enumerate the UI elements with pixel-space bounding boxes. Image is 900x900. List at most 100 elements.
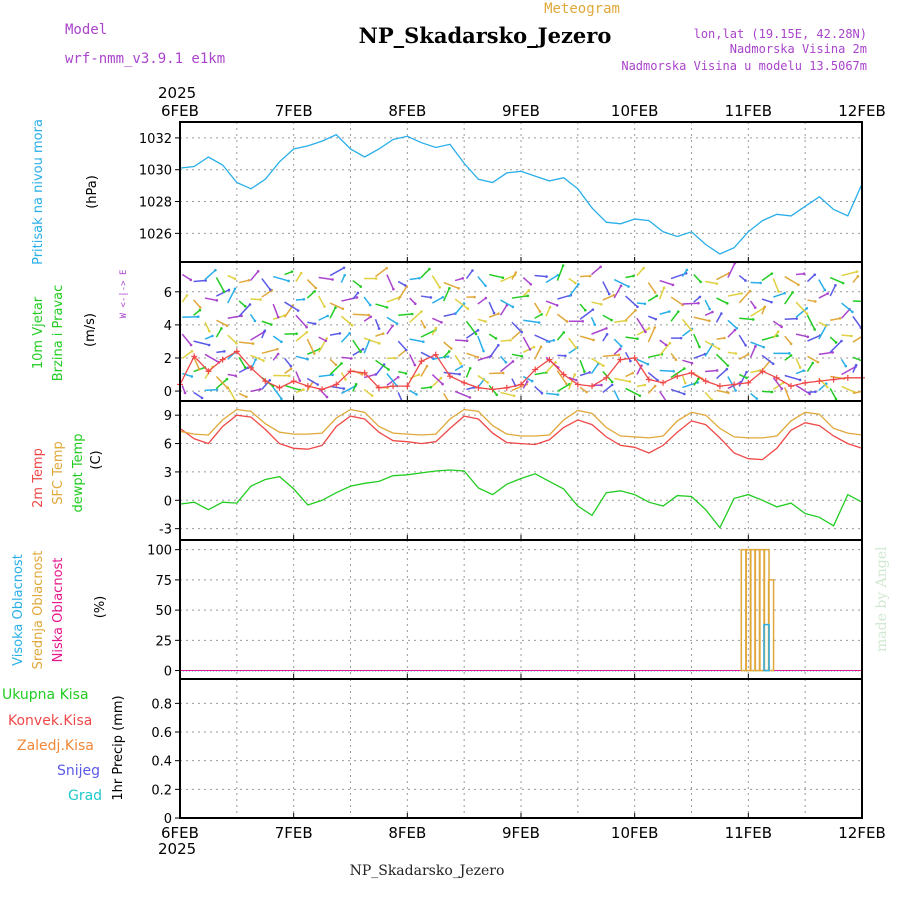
wind-arrow-head [466,307,470,310]
wind-arrow [534,371,547,376]
wind-arrow [272,303,279,318]
wind-arrow-head [627,285,630,288]
wind-arrow [409,338,424,343]
wind-arrow-head [385,266,388,270]
wind-arrow-head [290,270,294,273]
wind-arrow-head [795,317,798,320]
wind-arrow-head [243,366,247,369]
wind-arrow [295,331,308,342]
wind-arrow [761,390,772,393]
wind-arrow-head [791,291,794,294]
wind-arrow [715,313,723,323]
wind-arrow [443,287,451,302]
wind-arrow-head [585,390,588,394]
wind-arrow-head [813,328,817,331]
wind-speed-point [546,356,553,363]
wind-arrow-head [805,306,809,310]
wind-arrow-head [263,329,267,333]
wind-arrow [693,333,701,348]
wind-arrow-head [780,387,784,391]
wind-arrow [522,289,530,297]
wind-arrow [466,386,475,391]
wind-arrow-head [314,286,318,290]
wind-arrow [625,309,637,321]
wind-arrow-head [459,362,462,365]
wind-arrow-head [798,378,802,382]
wind-arrow-head [632,274,635,278]
wind-arrow [420,319,426,328]
wind-arrow-head [682,392,686,396]
wind-arrow [681,318,692,331]
wind-arrow-head [313,290,317,293]
wind-speed-point [262,378,269,385]
wind-arrow-head [504,360,508,364]
wind-arrow [283,357,292,367]
wind-arrow [841,302,853,313]
wind-arrow-head [295,332,298,336]
wind-speed-point [660,379,667,386]
wind-arrow [465,270,474,279]
wind-arrow-head [350,357,353,360]
y-tick-label: 0.2 [151,783,172,798]
wind-arrow-head [226,386,229,390]
wind-arrow [545,339,554,343]
wind-arrow-head [369,315,373,319]
wind-arrow-head [583,370,586,373]
wind-arrow-head [770,272,774,275]
wind-arrow [738,353,749,360]
wind-arrow [841,270,858,277]
wind-arrow [659,342,671,356]
wind-arrow [727,262,736,278]
wind-arrows [181,262,862,401]
wind-arrow [250,298,261,301]
wind-arrow [318,276,333,281]
wind-arrow [841,334,852,337]
wind-arrow [591,327,607,335]
wind-arrow-head [588,371,591,374]
wind-arrow [318,315,328,321]
wind-arrow [431,373,444,385]
wind-arrow-head [434,326,438,330]
wind-arrow-head [520,330,524,334]
wind-arrow [738,373,747,379]
wind-arrow-head [771,362,775,366]
wind-arrow [295,371,301,382]
wind-arrow-head [573,373,577,376]
wind-arrow-head [356,291,360,295]
wind-arrow [443,371,460,375]
wind-arrow-head [599,265,602,269]
wind-arrow-head [482,349,485,353]
wind-arrow-head [715,369,719,372]
wind-arrow [181,385,186,394]
wind-speed-point [745,379,752,386]
wind-arrow-head [324,339,328,343]
wind-arrow [658,287,665,300]
wind-speed-point [802,379,809,386]
wind-arrow-head [525,380,529,383]
wind-arrow [341,296,358,302]
wind-arrow [409,310,422,323]
wind-arrow [784,374,801,381]
wind-arrow-head [360,372,364,376]
wind-arrow [534,274,547,278]
wind-arrow-head [798,366,802,369]
wind-arrow [341,356,352,360]
wind-arrow-head [198,308,202,312]
y-tick-label: -3 [159,523,172,538]
wind-arrow-head [708,307,711,311]
wind-arrow-head [302,298,306,301]
wind-arrow [613,285,622,299]
wind-speed-point [233,348,240,355]
wind-arrow [227,274,236,280]
wind-arrow [454,354,462,365]
wind-arrow [602,294,615,301]
wind-arrow [363,388,373,397]
pressure-unit: (hPa) [85,175,100,209]
wind-arrow [625,387,641,397]
wind-arrow [386,274,395,290]
wind-arrow [568,376,577,381]
wind-arrow-head [200,396,204,400]
wind-arrow-head [797,283,800,287]
wind-arrow [488,344,499,359]
wind-arrow [454,298,469,310]
